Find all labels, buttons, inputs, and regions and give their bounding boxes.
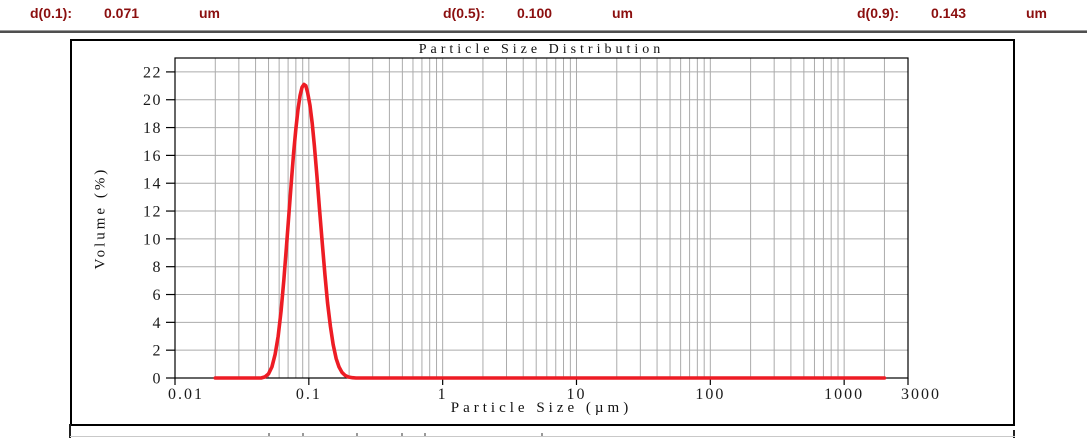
y-tick-label: 20 (143, 92, 162, 109)
plot-area: 0 2 4 6 8 10 12 14 16 18 20 22 0.01 0.1 1 10 100 1000 3000 (143, 57, 941, 403)
next-section-text-fragment (424, 433, 426, 436)
y-tick-label: 16 (143, 148, 162, 165)
x-tick-label: 100 (695, 386, 725, 403)
metric-d90-unit: um (1026, 5, 1047, 21)
next-section-text-fragment (401, 433, 403, 436)
next-section-text-fragment (302, 433, 304, 436)
next-section-text-fragment (356, 433, 358, 436)
metric-d10-label: d(0.1): (30, 5, 72, 21)
y-tick-label: 8 (153, 259, 163, 276)
y-tick-label: 12 (143, 204, 162, 221)
y-tick-label: 2 (153, 343, 163, 360)
metric-d10-value: 0.071 (104, 5, 140, 21)
y-tick-label: 14 (143, 176, 162, 193)
metric-d90-value: 0.143 (931, 5, 967, 21)
y-tick-label: 10 (143, 231, 162, 248)
metric-d50-label: d(0.5): (443, 5, 485, 21)
next-section-top-line-fragment (70, 436, 1015, 437)
x-tick-label: 1000 (824, 386, 864, 403)
x-tick-label: 10 (566, 386, 586, 403)
x-tick-label: 1 (438, 386, 448, 403)
metric-d50-value: 0.100 (517, 5, 553, 21)
next-section-text-fragment (541, 433, 543, 436)
chart-title: Particle Size Distribution (418, 42, 665, 57)
y-tick-label: 4 (153, 315, 163, 332)
x-tick-label: 0.01 (168, 386, 204, 403)
metric-d50-unit: um (612, 5, 633, 21)
y-tick-label: 0 (153, 371, 163, 388)
header-separator-rule (0, 30, 1087, 33)
x-tick-label: 3000 (901, 386, 941, 403)
plot-frame (174, 57, 909, 379)
metric-d90-label: d(0.9): (857, 5, 899, 21)
x-axis-title: Particle Size (µm) (450, 400, 633, 416)
distribution-curve (213, 82, 887, 380)
next-section-right-border-fragment (1013, 430, 1015, 438)
next-section-text-fragment (268, 433, 270, 436)
y-tick-label: 6 (153, 287, 163, 304)
x-tick-label: 0.1 (296, 386, 322, 403)
next-section-left-border-fragment (69, 424, 71, 438)
result-metrics-bar: d(0.1): 0.071 um d(0.5): 0.100 um d(0.9)… (0, 0, 1087, 28)
metric-d10-unit: um (199, 5, 220, 21)
y-tick-label: 22 (143, 64, 162, 81)
y-tick-label: 18 (143, 120, 162, 137)
